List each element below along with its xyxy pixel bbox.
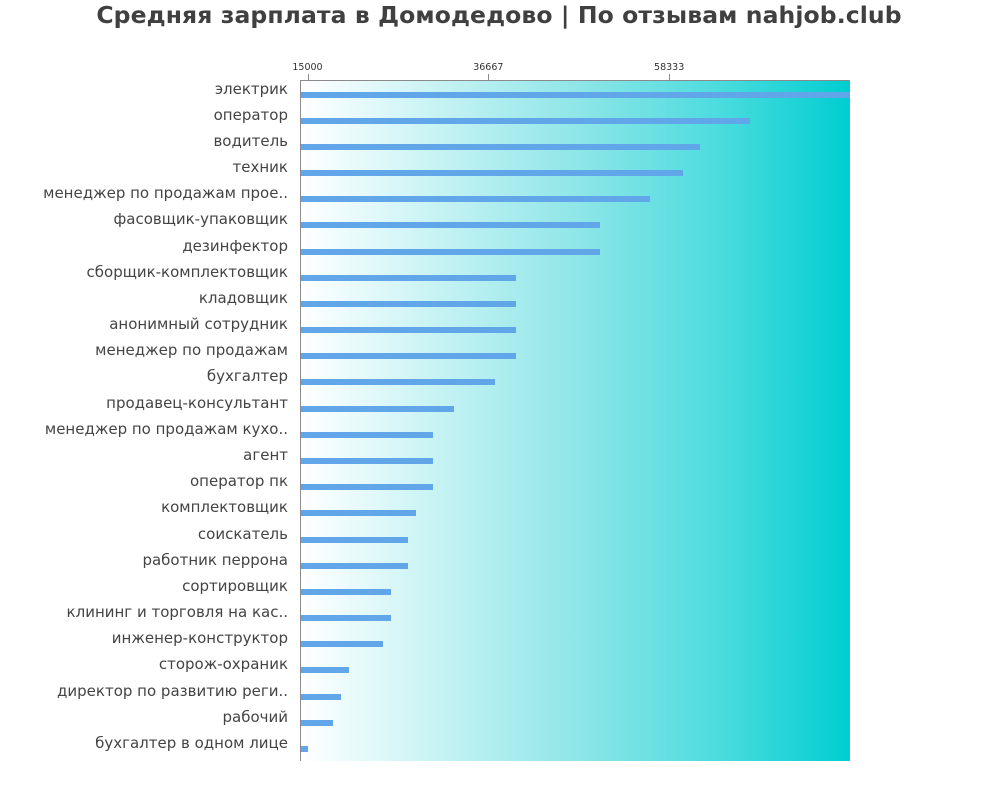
salary-bar: [301, 667, 350, 674]
chart-title: Средняя зарплата в Домодедово | По отзыв…: [96, 1, 902, 29]
category-label: соискатель: [197, 524, 288, 543]
category-label: анонимный сотрудник: [109, 315, 288, 334]
category-label: клининг и торговля на кас..: [66, 603, 288, 622]
salary-bar: [301, 91, 850, 98]
category-label: работник перрона: [142, 550, 288, 569]
x-tick-label: 58333: [654, 62, 685, 73]
category-label: директор по развитию реги..: [57, 681, 288, 700]
category-label: оператор пк: [190, 472, 288, 491]
category-label: водитель: [213, 131, 288, 150]
category-label: электрик: [214, 79, 288, 98]
salary-bar: [301, 484, 433, 491]
x-tick-mark: [307, 74, 309, 80]
salary-bar: [301, 588, 391, 595]
x-tick-label: 36667: [473, 62, 504, 73]
category-label: бухгалтер в одном лице: [95, 734, 288, 752]
salary-bar: [301, 196, 650, 203]
x-tick-mark: [669, 74, 671, 80]
salary-bar: [301, 143, 700, 150]
category-label: техник: [232, 158, 288, 177]
salary-bar: [301, 117, 750, 124]
plot-area: [300, 80, 850, 761]
x-tick-label: 15000: [292, 62, 323, 73]
category-label: дезинфектор: [182, 236, 288, 255]
category-label: комплектовщик: [161, 498, 288, 517]
category-label: фасовщик-упаковщик: [113, 210, 288, 229]
salary-bar: [301, 641, 383, 648]
category-label: рабочий: [222, 707, 288, 726]
salary-bar: [301, 248, 600, 255]
category-label: менеджер по продажам прое..: [43, 184, 288, 203]
salary-bar: [301, 536, 408, 543]
category-label: менеджер по продажам: [95, 341, 288, 360]
salary-bar: [301, 746, 308, 752]
salary-bar: [301, 458, 433, 465]
salary-bar: [301, 353, 517, 360]
category-label: бухгалтер: [206, 367, 288, 386]
category-label: кладовщик: [198, 288, 288, 307]
category-label: агент: [243, 446, 288, 465]
x-tick-mark: [488, 74, 490, 80]
salary-bar: [301, 405, 454, 412]
salary-bar: [301, 615, 391, 622]
category-label: продавец-консультант: [106, 393, 288, 412]
salary-bar: [301, 274, 517, 281]
category-label: менеджер по продажам кухо..: [44, 419, 288, 438]
category-label: оператор: [213, 105, 288, 124]
salary-bar: [301, 719, 333, 726]
salary-bar: [301, 693, 341, 700]
salary-bar: [301, 327, 517, 334]
category-label: инженер-конструктор: [111, 629, 288, 648]
salary-bar: [301, 222, 600, 229]
salary-bar: [301, 300, 517, 307]
category-label: сторож-охраник: [158, 655, 288, 674]
salary-bar: [301, 170, 684, 177]
salary-bar: [301, 431, 433, 438]
category-label: сборщик-комплектовщик: [86, 262, 288, 281]
salary-bar: [301, 379, 496, 386]
category-label: сортировщик: [182, 576, 288, 595]
salary-bar: [301, 562, 408, 569]
salary-bar: [301, 510, 416, 517]
